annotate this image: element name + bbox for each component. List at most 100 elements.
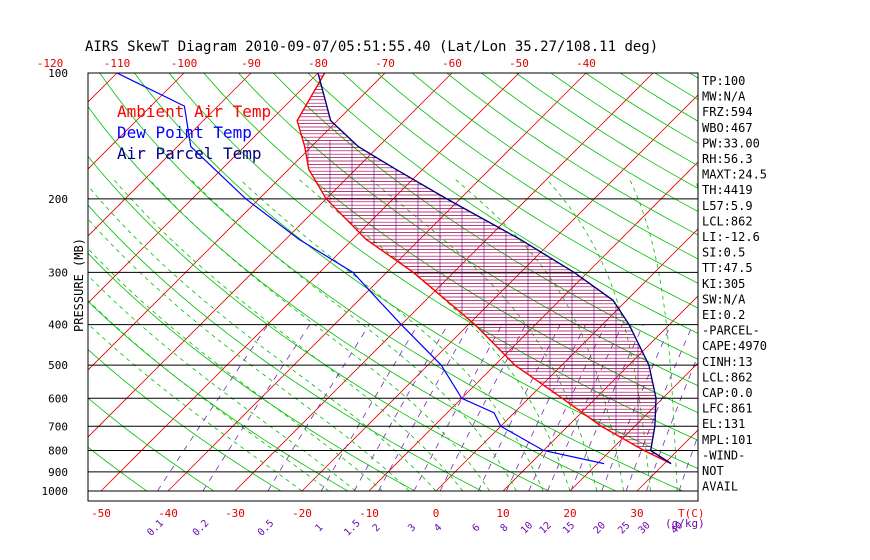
dry-adiabat-line	[88, 348, 282, 492]
mixing-ratio-line	[413, 324, 503, 492]
pressure-tick-label: 500	[48, 359, 68, 372]
moist-adiabat-line	[629, 179, 678, 492]
dry-adiabat-line	[272, 73, 698, 360]
index-entry: KI:305	[702, 277, 745, 291]
bottom-temp-tick-label: 30	[630, 507, 643, 520]
isotherm-line	[167, 73, 587, 492]
index-entry: TT:47.5	[702, 261, 753, 275]
index-entry: EL:131	[702, 417, 745, 431]
index-entry: LCL:862	[702, 370, 753, 384]
moist-adiabat-line	[88, 218, 410, 492]
bottom-temp-tick-label: -40	[158, 507, 178, 520]
pressure-tick-label: 700	[48, 420, 68, 433]
pressure-tick-label: 900	[48, 466, 68, 479]
bottom-temp-tick-label: 0	[433, 507, 440, 520]
y-axis-label: PRESSURE (MB)	[72, 238, 86, 332]
isotherm-line	[0, 73, 50, 491]
moist-adiabat-line	[88, 247, 383, 492]
moist-adiabat-line	[88, 323, 303, 492]
pressure-tick-label: 400	[48, 319, 68, 332]
isotherm-line	[88, 73, 185, 170]
index-entry: MW:N/A	[702, 90, 746, 104]
mixing-ratio-tick-label: 0.5	[256, 518, 277, 539]
index-entry: CINH:13	[702, 355, 753, 369]
top-temp-tick-label: -120	[37, 57, 64, 70]
mixing-unit-label: (g/kg)	[665, 517, 705, 530]
background-grid	[0, 73, 870, 492]
dry-adiabat-line	[411, 73, 698, 260]
pressure-tick-label: 800	[48, 444, 68, 457]
index-entry: CAP:0.0	[702, 386, 753, 400]
isotherm-line	[88, 73, 386, 371]
dry-adiabat-line	[203, 73, 698, 414]
bottom-temp-tick-label: -50	[91, 507, 111, 520]
index-entry: TP:100	[702, 74, 745, 88]
pressure-tick-label: 100	[48, 67, 68, 80]
index-entry: SI:0.5	[702, 246, 745, 260]
bottom-temp-tick-label: -30	[225, 507, 245, 520]
parcel-temp-line	[317, 73, 672, 465]
isotherm-line	[88, 73, 252, 237]
dry-adiabat-line	[828, 73, 870, 491]
legend-dew-point-temp: Dew Point Temp	[117, 123, 252, 142]
top-temp-tick-label: -40	[576, 57, 596, 70]
isotherm-line	[771, 73, 870, 491]
top-temp-tick-label: -50	[509, 57, 529, 70]
top-temp-tick-label: -110	[104, 57, 131, 70]
mixing-ratio-tick-label: 0.1	[145, 518, 166, 539]
index-entry: LFC:861	[702, 402, 753, 416]
legend: Ambient Air Temp Dew Point Temp Air Parc…	[117, 102, 271, 163]
index-entry: -PARCEL-	[702, 324, 760, 338]
legend-air-parcel-temp: Air Parcel Temp	[117, 144, 262, 163]
dry-adiabat-line	[88, 446, 148, 492]
dry-adiabat-line	[446, 73, 698, 236]
mixing-ratio-tick-label: 20	[592, 520, 608, 536]
bottom-temp-tick-label: -20	[292, 507, 312, 520]
top-temp-tick-label: -70	[375, 57, 395, 70]
dry-adiabat-line	[88, 204, 483, 492]
top-temp-tick-label: -60	[442, 57, 462, 70]
index-entry: AVAIL	[702, 480, 738, 494]
pressure-tick-label: 200	[48, 193, 68, 206]
index-entry: PW:33.00	[702, 136, 760, 150]
moist-adiabat-line	[370, 179, 598, 492]
isobar-lines	[88, 198, 698, 492]
dry-adiabat-line	[759, 73, 870, 491]
dry-adiabat-line	[88, 300, 349, 492]
ambient-temp-line	[296, 73, 672, 465]
mixing-ratio-line	[570, 324, 644, 492]
mixing-ratio-tick-label: 4	[432, 522, 444, 534]
isotherm-line	[502, 295, 698, 492]
moist-adiabat-line	[190, 179, 517, 492]
index-entry: L57:5.9	[702, 199, 753, 213]
moist-adiabat-line	[149, 179, 490, 492]
mixing-ratio-tick-label: 8	[499, 522, 511, 534]
mixing-ratio-tick-label: 25	[616, 520, 632, 536]
index-entry: NOT	[702, 464, 724, 478]
index-entry: EI:0.2	[702, 308, 745, 322]
mixing-ratio-tick-label: 10	[519, 520, 535, 536]
top-temp-tick-label: -90	[241, 57, 261, 70]
isotherm-line	[569, 362, 698, 492]
mixing-ratio-tick-label: 0.2	[191, 518, 212, 539]
moist-adiabat-line	[299, 179, 571, 492]
moist-adiabat-line	[113, 179, 464, 492]
dry-adiabat-line	[168, 73, 698, 441]
mixing-ratio-line	[378, 324, 471, 492]
index-entry: MPL:101	[702, 433, 753, 447]
index-entry: SW:N/A	[702, 292, 746, 306]
pressure-tick-label: 300	[48, 266, 68, 279]
dry-adiabat-line	[134, 73, 698, 470]
dry-adiabat-line	[88, 397, 215, 492]
moist-adiabat-line	[455, 179, 624, 492]
mixing-ratio-tick-label: 15	[561, 520, 577, 536]
dry-adiabat-line	[654, 73, 698, 100]
moist-adiabat-line	[88, 185, 437, 492]
bottom-temperature-labels: -50 -40 -30 -20 -10 0 10 20 30	[91, 507, 644, 520]
mixing-ratio-line	[202, 324, 311, 492]
mixing-ratio-line	[625, 324, 694, 492]
moist-adiabat-line	[546, 179, 651, 492]
index-entry: CAPE:4970	[702, 339, 767, 353]
